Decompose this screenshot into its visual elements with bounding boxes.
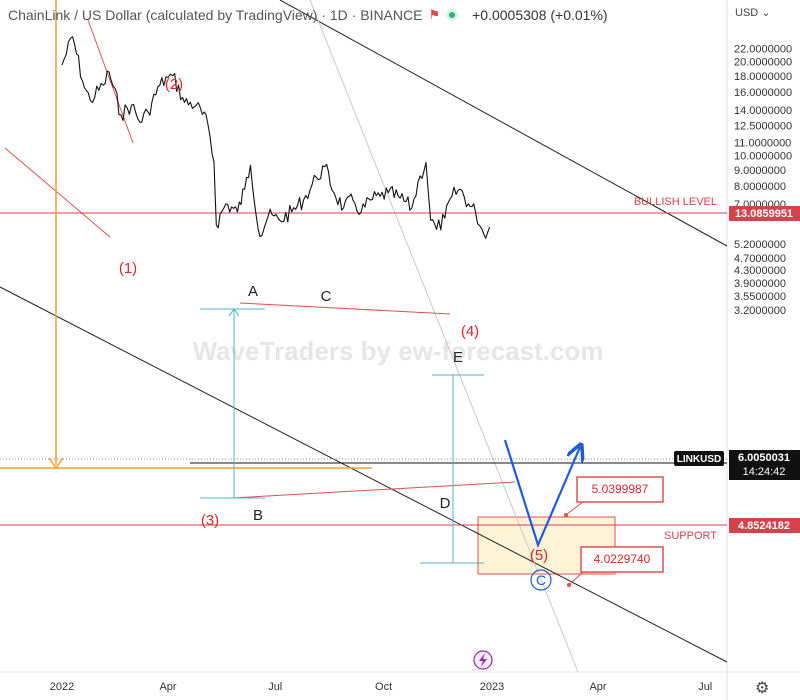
projection-arrow — [503, 440, 580, 549]
bullish-level-label: BULLISH LEVEL — [634, 196, 717, 208]
wave-label-5: (5) — [530, 547, 548, 564]
countdown-value: 14:24:42 — [743, 466, 786, 478]
y-tick-label: 3.2000000 — [734, 305, 786, 317]
wave-label-d: D — [440, 495, 451, 512]
channel-mid-line — [309, 0, 579, 673]
x-tick-label: Apr — [589, 681, 606, 693]
chevron-down-icon: ⌄ — [761, 7, 771, 19]
y-tick-label: 3.5500000 — [734, 291, 786, 303]
y-tick-label: 5.2000000 — [734, 239, 786, 251]
x-tick-label: Jul — [698, 681, 712, 693]
y-tick-label: 3.9000000 — [734, 278, 786, 290]
watermark: WaveTraders by ew-forecast.com — [193, 336, 604, 366]
x-tick-label: Jul — [268, 681, 282, 693]
gear-icon[interactable]: ⚙ — [755, 680, 770, 697]
channel-lower-line — [0, 286, 728, 663]
triangle-lower-line — [231, 481, 516, 499]
support-level-value: 4.8524182 — [738, 520, 790, 532]
callout-1-value: 5.0399987 — [592, 482, 649, 496]
support-level-label: SUPPORT — [664, 530, 717, 542]
bullish-level-value: 13.0859951 — [735, 208, 793, 220]
x-tick-label: 2022 — [50, 681, 74, 693]
price-series-line — [61, 36, 491, 239]
lightning-icon[interactable] — [473, 650, 493, 670]
last-price-value: 6.0050031 — [738, 452, 790, 464]
channel-upper-line — [279, 0, 728, 247]
callout-2-box — [580, 546, 664, 573]
x-tick-label: 2023 — [480, 681, 504, 693]
last-price-tag — [729, 450, 800, 480]
callout-1-pointer — [566, 501, 584, 515]
y-tick-label: 8.0000000 — [734, 181, 786, 193]
price-change: +0.0005308 (+0.01%) — [472, 7, 608, 23]
callout-2-dot — [567, 583, 571, 587]
wave-label-c: C — [321, 288, 332, 305]
callout-2-value: 4.0229740 — [594, 552, 651, 566]
y-tick-label: 10.0000000 — [734, 151, 792, 163]
y-tick-label: 20.0000000 — [734, 57, 792, 69]
flag-icon[interactable]: ⚑ — [428, 7, 441, 22]
wave-label-e: E — [453, 349, 463, 366]
wave-label-1: (1) — [119, 260, 137, 277]
symbol-label: LINKUSD — [677, 454, 721, 465]
y-tick-label: 18.0000000 — [734, 71, 792, 83]
triangle-upper-line — [239, 302, 451, 315]
wave-label-2: (2) — [165, 76, 183, 93]
y-tick-label: 12.5000000 — [734, 120, 792, 132]
wave-label-4: (4) — [461, 323, 479, 340]
wave-label-b: B — [253, 507, 263, 524]
currency-label: USD — [735, 7, 759, 19]
symbol-title[interactable]: ChainLink / US Dollar (calculated by Tra… — [8, 7, 423, 23]
bullish-level-tag — [729, 206, 800, 221]
symbol-tag — [674, 451, 724, 466]
y-tick-label: 4.7000000 — [734, 253, 786, 265]
y-tick-label: 16.0000000 — [734, 87, 792, 99]
currency-selector[interactable]: USD ⌄ — [735, 6, 771, 19]
y-tick-label: 9.0000000 — [734, 165, 786, 177]
callout-1-box — [576, 476, 664, 503]
y-tick-label: 14.0000000 — [734, 105, 792, 117]
support-level-tag — [729, 518, 800, 533]
trendline-red-2 — [87, 19, 134, 144]
wave-label-a: A — [248, 283, 258, 300]
wave-label-big-c: C — [536, 572, 546, 588]
market-status-icon — [446, 9, 459, 21]
callout-1-dot — [564, 513, 568, 517]
triangle-measure — [200, 308, 484, 564]
x-tick-label: Oct — [375, 681, 392, 693]
chart-header: ChainLink / US Dollar (calculated by Tra… — [8, 4, 608, 26]
y-tick-label: 4.3000000 — [734, 265, 786, 277]
wave-label-3: (3) — [201, 512, 219, 529]
y-tick-label: 11.0000000 — [734, 138, 791, 150]
y-tick-label: 22.0000000 — [734, 44, 792, 56]
wave-c-circle — [530, 569, 552, 591]
x-tick-label: Apr — [159, 681, 176, 693]
trendline-red-1 — [4, 147, 111, 238]
